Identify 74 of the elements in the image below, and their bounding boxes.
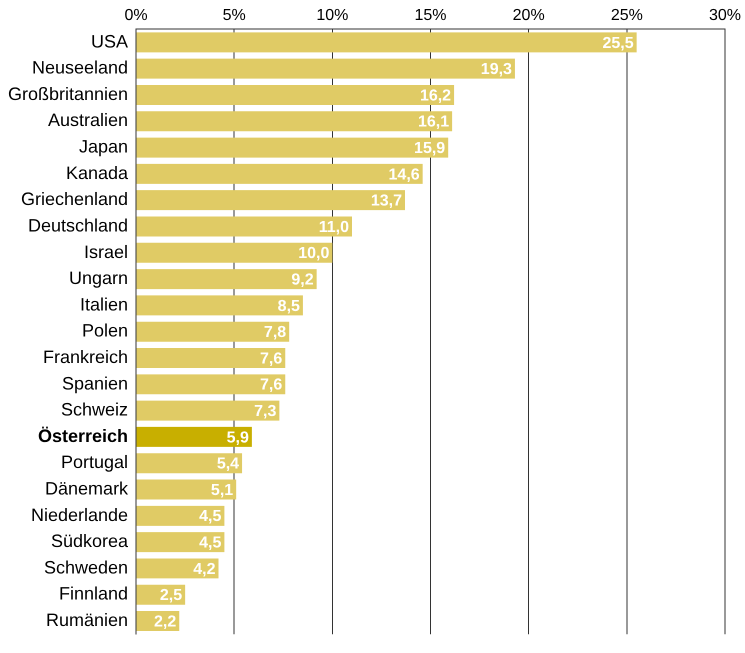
bar [136,322,290,342]
y-tick-label: Österreich [38,426,128,446]
data-label: 2,5 [160,587,182,604]
x-tick-label: 30% [708,7,742,24]
x-tick-label: 15% [414,7,447,24]
data-label: 5,4 [216,456,240,473]
x-tick-label: 25% [610,7,643,24]
data-label: 5,1 [210,482,234,499]
y-tick-label: Portugal [61,452,128,472]
y-tick-label: Frankreich [43,346,128,367]
data-label: 5,9 [226,429,249,446]
y-tick-label: Polen [82,320,128,341]
data-label: 14,6 [388,166,420,184]
y-tick-label: Japan [79,136,128,157]
bar [136,84,454,105]
bar [136,190,406,210]
x-tick-label: 5% [222,7,246,24]
y-tick-label: Schweiz [61,400,128,420]
data-label: 7,8 [264,324,286,342]
bar [136,32,637,52]
bar [136,480,236,500]
data-label: 15,9 [414,140,446,157]
y-tick-label: USA [91,31,128,52]
bar [136,426,252,447]
bar [136,506,224,526]
y-tick-label: Australien [48,110,128,130]
y-tick-label: Italien [80,294,128,314]
bar [136,269,317,290]
data-label: 8,5 [278,298,300,315]
y-tick-label: Südkorea [50,531,130,552]
data-label: 4,5 [199,534,222,552]
x-tick-label: 20% [512,7,545,24]
bar [136,348,286,368]
y-tick-label: Deutschland [28,215,128,236]
bar [136,295,303,316]
data-label: 19,3 [480,61,512,78]
y-tick-label: Israel [84,242,128,262]
y-tick-label: Kanada [66,162,130,183]
bar [136,164,423,184]
y-tick-label: Spanien [62,373,128,394]
data-label: 10,0 [298,245,330,262]
data-label: 9,2 [291,272,314,288]
y-tick-label: Ungarn [69,268,128,288]
bar [136,558,219,578]
bar [136,453,242,474]
bar [136,374,286,394]
data-label: 7,6 [260,350,282,368]
y-tick-label: Neuseeland [32,58,128,78]
y-tick-label: Großbritannien [8,84,128,104]
x-tick-label: 10% [316,7,348,24]
x-tick-label: 0% [124,7,148,24]
y-tick-label: Schweden [44,557,128,578]
data-label: 7,3 [254,403,276,420]
data-label: 16,2 [420,87,452,104]
y-tick-label: Rumänien [46,610,128,630]
bar [136,111,452,132]
data-label: 13,7 [370,192,402,210]
data-label: 4,2 [193,560,216,578]
data-label: 25,5 [602,34,634,52]
data-label: 11,0 [318,218,350,236]
bar [136,138,448,158]
bar [136,216,352,236]
bar [136,242,332,263]
data-label: 4,5 [199,508,222,526]
y-tick-label: Niederlande [30,504,128,525]
bar [136,58,515,79]
data-label: 16,1 [418,114,450,131]
bar [136,532,224,552]
y-tick-label: Griechenland [20,189,128,210]
data-label: 2,2 [154,613,176,630]
y-tick-label: Finnland [59,584,128,604]
data-label: 7,6 [260,376,282,394]
y-tick-label: Dänemark [45,478,130,498]
bar [136,400,280,421]
